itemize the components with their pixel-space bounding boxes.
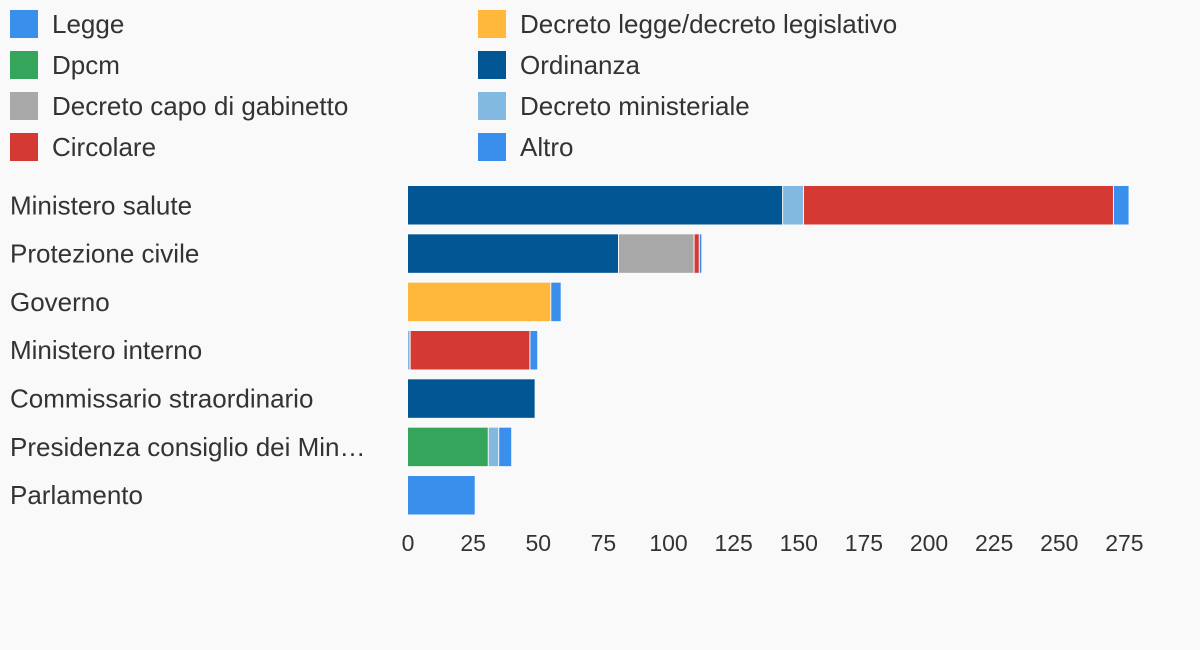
category-label-presidenza-consiglio-dei-min: Presidenza consiglio dei Min… xyxy=(10,432,366,462)
x-tick-label: 200 xyxy=(910,530,948,556)
category-label-commissario-straordinario: Commissario straordinario xyxy=(10,384,313,414)
legend-label: Ordinanza xyxy=(520,50,640,80)
legend-item-decreto-ministeriale[interactable]: Decreto ministeriale xyxy=(478,90,750,122)
bar-protezione-civile-ordinanza[interactable] xyxy=(408,234,618,273)
category-label-ministero-salute: Ministero salute xyxy=(10,190,192,220)
legend-label: Decreto ministeriale xyxy=(520,91,750,121)
x-tick-label: 75 xyxy=(591,530,617,556)
category-label-parlamento: Parlamento xyxy=(10,480,143,510)
legend-item-dpcm[interactable]: Dpcm xyxy=(10,49,120,81)
legend-label: Decreto legge/decreto legislativo xyxy=(520,9,898,39)
legend-swatch xyxy=(478,133,506,161)
legend-swatch xyxy=(478,10,506,38)
bar-protezione-civile-decreto-capo-di-gabinetto[interactable] xyxy=(619,234,694,273)
legend-item-decreto-legge-decreto-legislativo[interactable]: Decreto legge/decreto legislativo xyxy=(478,8,897,40)
legend-swatch xyxy=(10,133,38,161)
bar-protezione-civile-circolare[interactable] xyxy=(694,234,699,273)
bar-presidenza-consiglio-dei-min-dpcm[interactable] xyxy=(408,427,488,467)
x-tick-label: 25 xyxy=(460,530,486,556)
bar-ministero-interno-decreto-ministeriale[interactable] xyxy=(408,330,410,370)
legend-item-legge[interactable]: Legge xyxy=(10,8,124,40)
legend-swatch xyxy=(10,51,38,79)
category-label-governo: Governo xyxy=(10,287,110,317)
bar-commissario-straordinario-ordinanza[interactable] xyxy=(408,379,535,418)
category-label-protezione-civile: Protezione civile xyxy=(10,239,199,269)
chart-legend: Legge Decreto legge/decreto legislativo Dp… xyxy=(0,0,1200,170)
x-tick-label: 100 xyxy=(649,530,687,556)
bar-ministero-interno-circolare[interactable] xyxy=(410,330,530,370)
legend-swatch xyxy=(478,51,506,79)
bar-governo-altro[interactable] xyxy=(551,282,561,322)
bar-presidenza-consiglio-dei-min-altro[interactable] xyxy=(499,427,512,467)
x-tick-label: 175 xyxy=(845,530,883,556)
bar-parlamento-legge[interactable] xyxy=(408,475,475,515)
legend-label: Circolare xyxy=(52,132,157,162)
x-tick-label: 50 xyxy=(525,530,551,556)
bar-presidenza-consiglio-dei-min-decreto-ministeriale[interactable] xyxy=(488,427,499,467)
bar-ministero-salute-altro[interactable] xyxy=(1113,186,1129,225)
x-tick-label: 0 xyxy=(402,530,415,556)
bar-protezione-civile-altro[interactable] xyxy=(699,234,702,273)
legend-swatch xyxy=(478,92,506,120)
x-tick-label: 150 xyxy=(780,530,818,556)
x-tick-label: 250 xyxy=(1040,530,1078,556)
bar-governo-decreto-legge-decreto-legislativo[interactable] xyxy=(408,282,551,322)
bar-ministero-salute-circolare[interactable] xyxy=(803,186,1113,225)
x-tick-label: 125 xyxy=(714,530,752,556)
legend-label: Legge xyxy=(52,9,125,39)
legend-item-ordinanza[interactable]: Ordinanza xyxy=(478,49,640,81)
legend-label: Dpcm xyxy=(52,50,120,80)
bar-ministero-salute-decreto-ministeriale[interactable] xyxy=(783,186,803,225)
category-label-ministero-interno: Ministero interno xyxy=(10,335,202,365)
legend-swatch xyxy=(10,92,38,120)
x-tick-label: 275 xyxy=(1105,530,1143,556)
legend-item-decreto-capo-di-gabinetto[interactable]: Decreto capo di gabinetto xyxy=(10,90,348,122)
legend-label: Altro xyxy=(520,132,574,162)
legend-swatch xyxy=(10,10,38,38)
bar-ministero-salute-ordinanza[interactable] xyxy=(408,186,783,225)
legend-item-altro[interactable]: Altro xyxy=(478,131,573,163)
legend-label: Decreto capo di gabinetto xyxy=(52,91,349,121)
x-tick-label: 225 xyxy=(975,530,1013,556)
legend-item-circolare[interactable]: Circolare xyxy=(10,131,156,163)
bar-ministero-interno-altro[interactable] xyxy=(530,330,538,370)
